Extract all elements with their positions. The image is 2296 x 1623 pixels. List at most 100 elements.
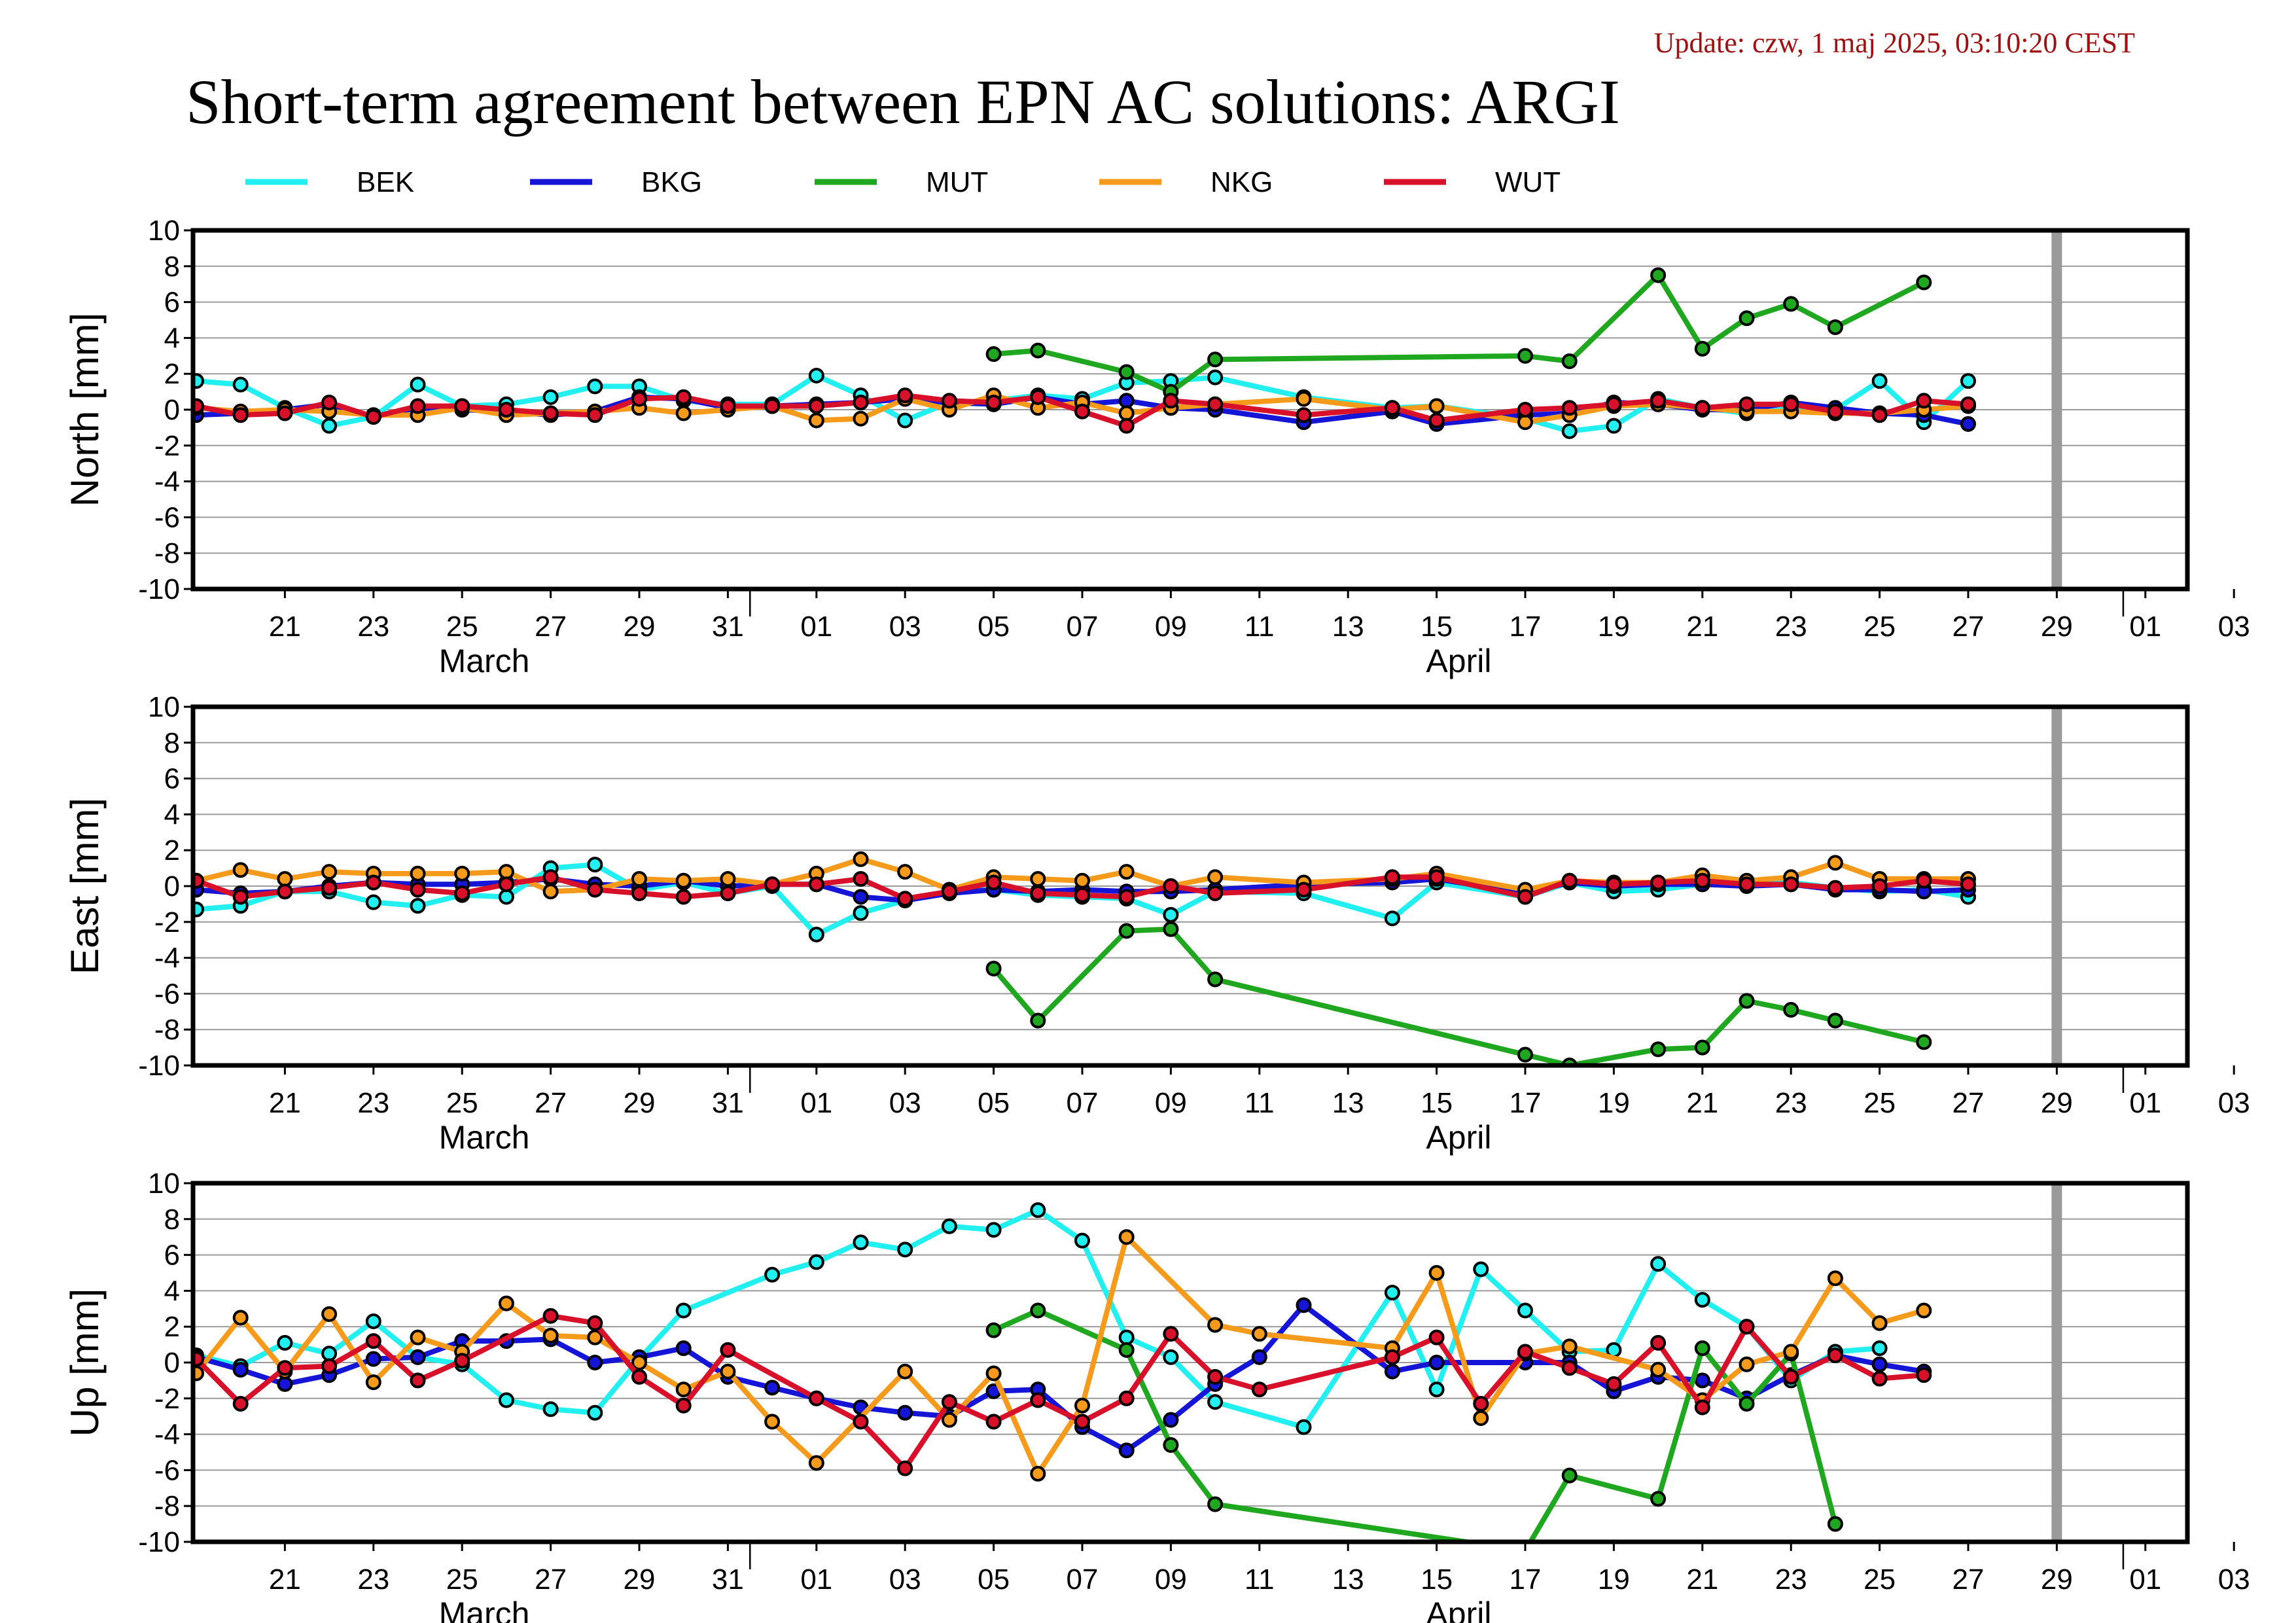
- data-point-bek: [1163, 1349, 1179, 1365]
- data-point-bek: [675, 1302, 692, 1319]
- x-tick-label: 23: [357, 1563, 389, 1596]
- x-tick-label: 29: [624, 1087, 656, 1119]
- data-point-wut: [1517, 1344, 1533, 1360]
- x-tick-label: 23: [1775, 611, 1807, 643]
- data-point-bek: [321, 1346, 338, 1362]
- data-point-wut: [1916, 393, 1932, 409]
- data-point-wut: [631, 391, 647, 407]
- data-point-nkg: [720, 871, 736, 887]
- data-point-wut: [1783, 396, 1799, 412]
- data-point-bek: [764, 1266, 781, 1283]
- data-point-nkg: [454, 865, 470, 882]
- data-point-wut: [1030, 389, 1046, 405]
- data-point-mut: [1739, 1396, 1755, 1412]
- data-point-bkg: [410, 1349, 426, 1365]
- series-line-wut: [194, 1313, 1924, 1471]
- data-point-nkg: [764, 1414, 781, 1430]
- data-point-wut: [1428, 1329, 1445, 1346]
- data-point-bek: [1517, 1302, 1533, 1319]
- data-point-bek: [985, 1222, 1002, 1238]
- data-point-nkg: [631, 1355, 647, 1370]
- y-tick-label: 2: [164, 358, 180, 390]
- data-point-mut: [1517, 348, 1533, 364]
- x-tick-label: 29: [2041, 1087, 2073, 1119]
- series-line-mut: [991, 926, 1925, 1065]
- x-tick-label: 19: [1598, 611, 1630, 643]
- data-point-wut: [1030, 1392, 1046, 1408]
- update-timestamp: Update: czw, 1 maj 2025, 03:10:20 CEST: [1653, 27, 2135, 59]
- y-tick-label: 2: [164, 1311, 180, 1343]
- data-point-bkg: [1384, 1363, 1400, 1380]
- data-point-wut: [1606, 1376, 1622, 1392]
- legend-label-wut: WUT: [1495, 166, 1561, 198]
- data-point-wut: [1650, 393, 1667, 409]
- data-point-bek: [365, 1313, 381, 1329]
- data-point-bek: [587, 378, 603, 395]
- x-tick-label: 29: [2041, 1563, 2073, 1596]
- data-point-bek: [1871, 373, 1888, 389]
- x-tick-label: 01: [800, 1563, 832, 1596]
- data-point-nkg: [1074, 1397, 1090, 1414]
- x-tick-label: 11: [1245, 1087, 1275, 1119]
- data-point-wut: [1030, 885, 1046, 901]
- data-point-bek: [193, 901, 204, 918]
- data-point-nkg: [410, 1329, 426, 1346]
- data-point-wut: [193, 872, 204, 889]
- data-point-bek: [542, 389, 559, 405]
- data-point-wut: [1428, 869, 1445, 885]
- data-point-wut: [365, 874, 381, 891]
- data-point-bkg: [1428, 1355, 1445, 1370]
- data-point-bek: [1606, 418, 1622, 434]
- data-point-bkg: [1163, 1412, 1179, 1428]
- data-point-bkg: [1296, 1297, 1312, 1313]
- data-point-wut: [1871, 407, 1888, 423]
- data-point-bkg: [675, 1340, 692, 1357]
- data-point-bek: [1163, 906, 1179, 923]
- data-point-bek: [808, 926, 824, 942]
- data-point-mut: [1739, 993, 1755, 1009]
- data-point-wut: [1650, 874, 1667, 891]
- data-point-bek: [1030, 1202, 1046, 1219]
- data-point-mut: [1827, 1012, 1843, 1029]
- data-point-mut: [985, 346, 1002, 363]
- data-point-bek: [897, 412, 913, 429]
- data-point-nkg: [1827, 1270, 1843, 1287]
- data-point-wut: [542, 1308, 559, 1324]
- month-label: April: [1426, 1119, 1491, 1156]
- panel-frame: [190, 228, 2190, 592]
- data-point-mut: [1561, 353, 1578, 370]
- data-point-wut: [941, 1394, 957, 1410]
- data-point-bek: [941, 1218, 957, 1234]
- data-point-bek: [1694, 1292, 1710, 1308]
- data-point-bek: [365, 894, 381, 910]
- data-point-mut: [1916, 274, 1932, 291]
- data-point-nkg: [631, 871, 647, 887]
- data-point-mut: [1207, 351, 1224, 368]
- data-point-mut: [1207, 1496, 1224, 1512]
- data-point-bek: [1650, 1256, 1667, 1272]
- data-point-nkg: [1207, 1317, 1224, 1333]
- y-tick-label: 8: [164, 251, 180, 283]
- data-point-wut: [1384, 400, 1400, 416]
- data-point-wut: [897, 387, 913, 404]
- data-point-mut: [1517, 1046, 1533, 1063]
- data-point-wut: [1163, 393, 1179, 409]
- series-mut: [985, 921, 1932, 1065]
- data-point-wut: [1207, 885, 1224, 901]
- y-tick-label: -6: [154, 501, 180, 533]
- x-tick-label: 05: [978, 1563, 1010, 1596]
- data-point-wut: [1871, 1370, 1888, 1387]
- data-point-wut: [1827, 1347, 1843, 1364]
- data-point-bkg: [365, 1351, 381, 1367]
- data-point-wut: [631, 885, 647, 901]
- data-point-wut: [1606, 396, 1622, 412]
- x-tick-label: 15: [1421, 1087, 1453, 1119]
- data-point-wut: [1207, 396, 1224, 412]
- data-point-wut: [410, 882, 426, 898]
- y-axis-label: North [mm]: [63, 313, 107, 507]
- data-point-wut: [675, 889, 692, 905]
- y-tick-label: 0: [164, 394, 180, 426]
- data-point-bek: [587, 1404, 603, 1421]
- data-point-bek: [1207, 1394, 1224, 1410]
